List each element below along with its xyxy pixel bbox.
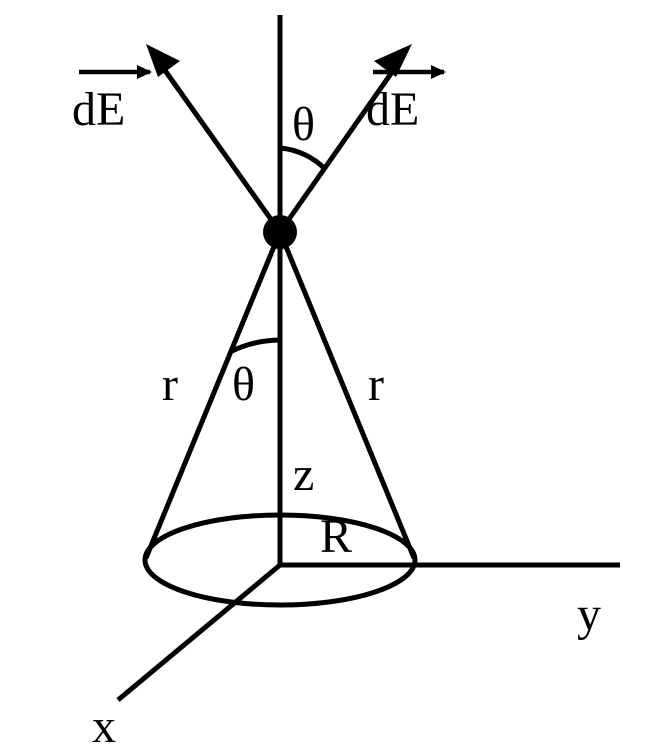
label-y-axis: y [577, 588, 601, 641]
de-vector-left-line [154, 55, 280, 232]
label-dE-left: dE [72, 83, 125, 136]
physics-diagram: dE dE θ θ r r z R y x [0, 0, 649, 747]
label-r-left: r [162, 358, 178, 411]
x-axis-line [118, 565, 280, 700]
theta-arc-upper [280, 148, 326, 170]
label-r-right: r [368, 358, 384, 411]
label-theta-lower: θ [232, 358, 255, 411]
label-R: R [320, 510, 352, 563]
de-left-overarrow [79, 65, 152, 79]
label-x-axis: x [92, 700, 116, 747]
label-theta-upper: θ [292, 98, 315, 151]
label-dE-right: dE [366, 83, 419, 136]
theta-arc-lower [232, 340, 280, 351]
field-point [263, 215, 297, 249]
label-z: z [293, 448, 314, 501]
